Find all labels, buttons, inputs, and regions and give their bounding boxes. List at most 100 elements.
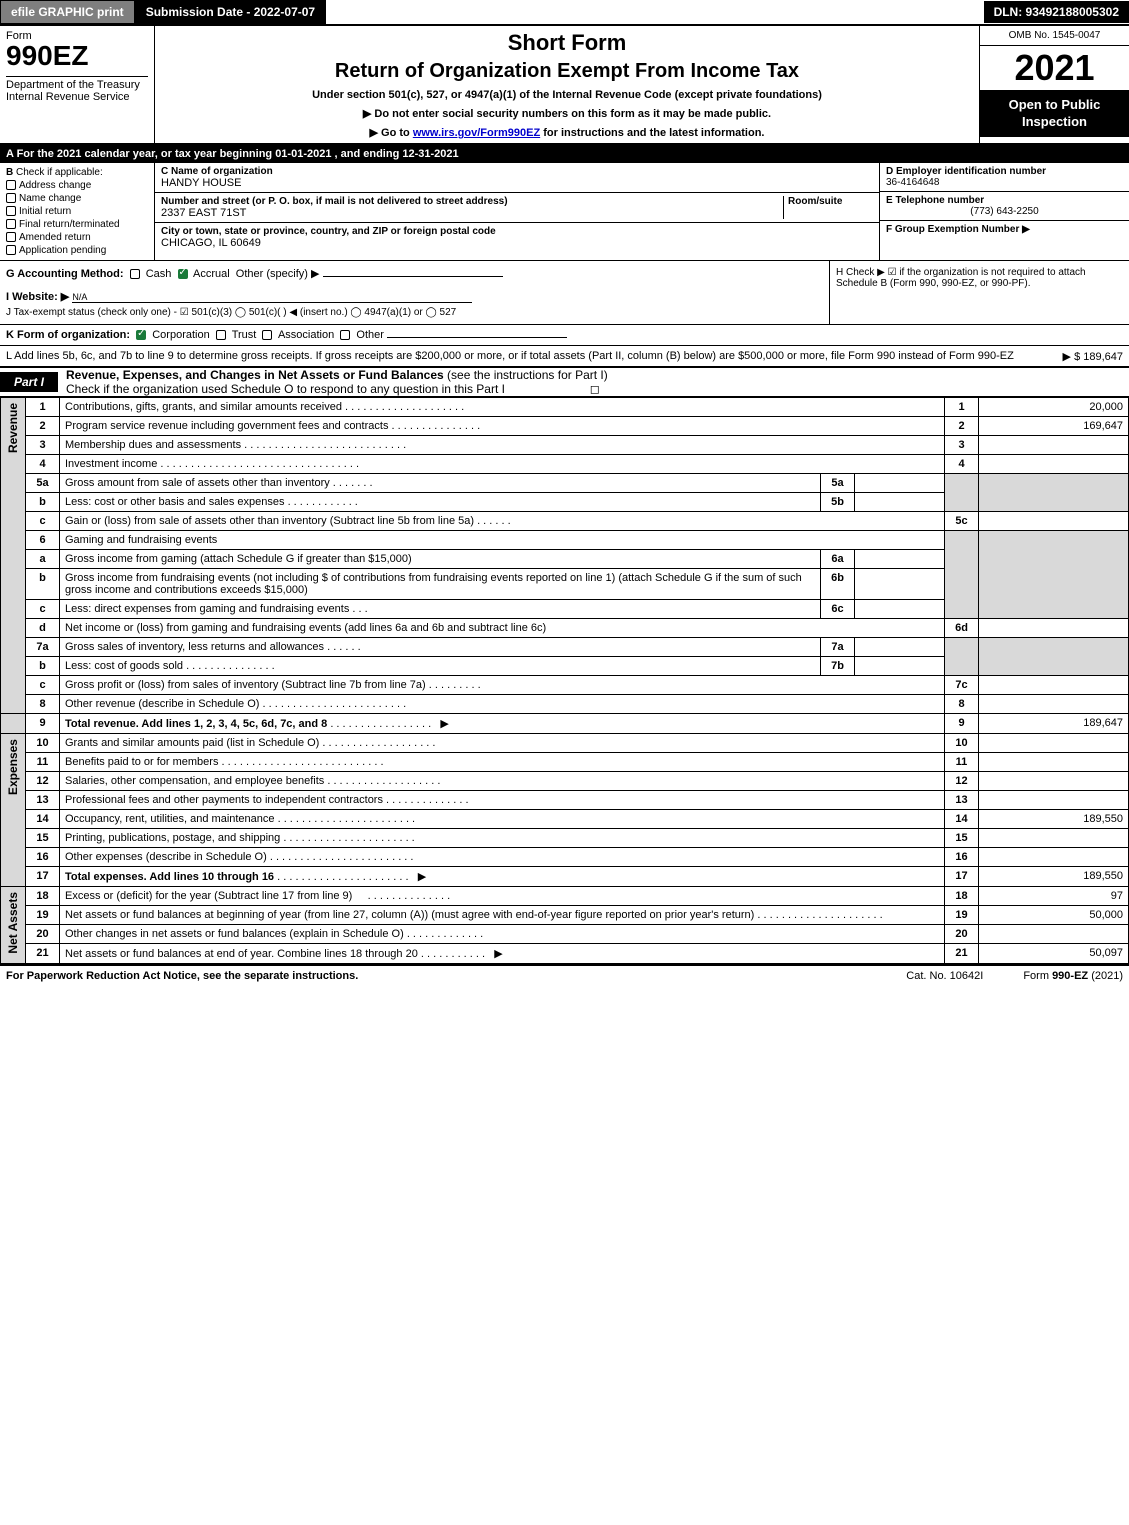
paperwork-notice: For Paperwork Reduction Act Notice, see …	[6, 970, 358, 982]
address-change-label: Address change	[19, 180, 91, 191]
accounting-method-label: G Accounting Method:	[6, 268, 124, 280]
line-amount: 189,550	[979, 867, 1129, 887]
row-l: L Add lines 5b, 6c, and 7b to line 9 to …	[0, 346, 1129, 367]
part1-header: Part I Revenue, Expenses, and Changes in…	[0, 367, 1129, 397]
line-ref: 12	[945, 772, 979, 791]
form-of-org-label: K Form of organization:	[6, 329, 130, 341]
line-num: 21	[26, 944, 60, 964]
accrual-checkbox[interactable]	[178, 269, 188, 279]
line-num: 16	[26, 848, 60, 867]
grey-cell	[979, 638, 1129, 676]
line-amount	[979, 436, 1129, 455]
website-label: I Website: ▶	[6, 291, 69, 303]
table-row: 12 Salaries, other compensation, and emp…	[1, 772, 1129, 791]
table-row: c Gain or (loss) from sale of assets oth…	[1, 512, 1129, 531]
inner-num: 5a	[821, 474, 855, 493]
initial-return-checkbox[interactable]	[6, 206, 16, 216]
corporation-label: Corporation	[152, 329, 209, 341]
amended-return-checkbox[interactable]	[6, 232, 16, 242]
cash-checkbox[interactable]	[130, 269, 140, 279]
line-desc: Net assets or fund balances at beginning…	[60, 906, 945, 925]
other-org-input[interactable]	[387, 337, 567, 338]
other-org-checkbox[interactable]	[340, 330, 350, 340]
line-num: d	[26, 619, 60, 638]
line-desc: Gain or (loss) from sale of assets other…	[60, 512, 945, 531]
line-amount	[979, 455, 1129, 474]
form-ref-pre: Form	[1023, 970, 1052, 982]
line-desc: Membership dues and assessments . . . . …	[60, 436, 945, 455]
line-ref: 17	[945, 867, 979, 887]
ein-value: 36-4164648	[886, 177, 1123, 188]
other-org-label: Other	[356, 329, 384, 341]
room-label: Room/suite	[788, 196, 873, 207]
goto-post: for instructions and the latest informat…	[540, 127, 764, 139]
table-row: 3 Membership dues and assessments . . . …	[1, 436, 1129, 455]
trust-checkbox[interactable]	[216, 330, 226, 340]
inner-val	[855, 550, 945, 569]
inner-num: 5b	[821, 493, 855, 512]
department-label: Department of the Treasury Internal Reve…	[6, 76, 148, 103]
final-return-label: Final return/terminated	[19, 219, 120, 230]
name-change-checkbox[interactable]	[6, 193, 16, 203]
irs-link[interactable]: www.irs.gov/Form990EZ	[413, 127, 540, 139]
street-value: 2337 EAST 71ST	[161, 207, 783, 219]
table-row: 17 Total expenses. Add lines 10 through …	[1, 867, 1129, 887]
corporation-checkbox[interactable]	[136, 330, 146, 340]
line-desc: Other expenses (describe in Schedule O) …	[60, 848, 945, 867]
line-desc: Net income or (loss) from gaming and fun…	[60, 619, 945, 638]
inner-val	[855, 569, 945, 600]
header-left: Form 990EZ Department of the Treasury In…	[0, 26, 155, 143]
address-change-checkbox[interactable]	[6, 180, 16, 190]
line-desc: Gross sales of inventory, less returns a…	[60, 638, 821, 657]
part1-check-sym[interactable]: ◻	[590, 382, 600, 396]
association-checkbox[interactable]	[262, 330, 272, 340]
line-num: c	[26, 676, 60, 695]
footer: For Paperwork Reduction Act Notice, see …	[0, 964, 1129, 986]
line-desc: Less: cost of goods sold . . . . . . . .…	[60, 657, 821, 676]
table-row: 19 Net assets or fund balances at beginn…	[1, 906, 1129, 925]
open-inspection: Open to Public Inspection	[980, 91, 1129, 137]
phone-label: E Telephone number	[886, 195, 1123, 206]
line-desc: Gaming and fundraising events	[60, 531, 945, 550]
section-def: D Employer identification number 36-4164…	[879, 163, 1129, 260]
line-desc: Occupancy, rent, utilities, and maintena…	[60, 810, 945, 829]
line-desc: Excess or (deficit) for the year (Subtra…	[60, 887, 945, 906]
phone-value: (773) 643-2250	[886, 206, 1123, 217]
line-ref: 6d	[945, 619, 979, 638]
line-ref: 7c	[945, 676, 979, 695]
line-ref: 2	[945, 417, 979, 436]
other-specify-input[interactable]	[323, 276, 503, 277]
line-ref: 4	[945, 455, 979, 474]
final-return-checkbox[interactable]	[6, 219, 16, 229]
application-pending-checkbox[interactable]	[6, 245, 16, 255]
line-num: c	[26, 600, 60, 619]
line-num: 6	[26, 531, 60, 550]
line-amount	[979, 791, 1129, 810]
ein-label: D Employer identification number	[886, 166, 1123, 177]
line-ref: 10	[945, 734, 979, 753]
topbar: efile GRAPHIC print Submission Date - 20…	[0, 0, 1129, 26]
inner-val	[855, 493, 945, 512]
entity-block: B Check if applicable: Address change Na…	[0, 163, 1129, 261]
form-ref: Form 990-EZ (2021)	[1023, 970, 1123, 982]
table-row: 15 Printing, publications, postage, and …	[1, 829, 1129, 848]
line-num: 15	[26, 829, 60, 848]
header-center: Short Form Return of Organization Exempt…	[155, 26, 979, 143]
line-desc: Investment income . . . . . . . . . . . …	[60, 455, 945, 474]
side-spacer	[1, 714, 26, 734]
line-num: b	[26, 657, 60, 676]
table-row: Revenue 1 Contributions, gifts, grants, …	[1, 398, 1129, 417]
line-num: 19	[26, 906, 60, 925]
inner-val	[855, 600, 945, 619]
table-row: c Gross profit or (loss) from sales of i…	[1, 676, 1129, 695]
efile-print-button[interactable]: efile GRAPHIC print	[0, 0, 135, 24]
line-ref: 20	[945, 925, 979, 944]
line-ref: 11	[945, 753, 979, 772]
header-right: OMB No. 1545-0047 2021 Open to Public In…	[979, 26, 1129, 143]
line-amount: 189,647	[979, 714, 1129, 734]
return-title: Return of Organization Exempt From Incom…	[163, 60, 971, 83]
trust-label: Trust	[232, 329, 257, 341]
line-amount: 20,000	[979, 398, 1129, 417]
line-desc: Gross amount from sale of assets other t…	[60, 474, 821, 493]
application-pending-label: Application pending	[19, 245, 106, 256]
